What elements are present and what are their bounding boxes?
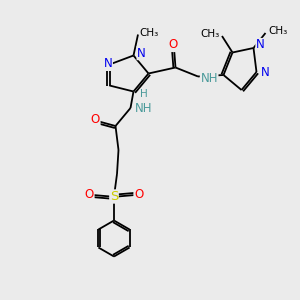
Text: N: N [103, 57, 112, 70]
Text: NH: NH [200, 71, 218, 85]
Text: CH₃: CH₃ [140, 28, 159, 38]
Text: O: O [91, 113, 100, 127]
Text: CH₃: CH₃ [200, 29, 220, 40]
Text: N: N [261, 65, 269, 79]
Text: S: S [110, 190, 118, 203]
Text: O: O [168, 38, 177, 52]
Text: H: H [140, 89, 148, 100]
Text: O: O [85, 188, 94, 201]
Text: NH: NH [135, 101, 152, 115]
Text: N: N [137, 46, 146, 60]
Text: CH₃: CH₃ [268, 26, 287, 37]
Text: N: N [256, 38, 265, 52]
Text: O: O [134, 188, 143, 201]
